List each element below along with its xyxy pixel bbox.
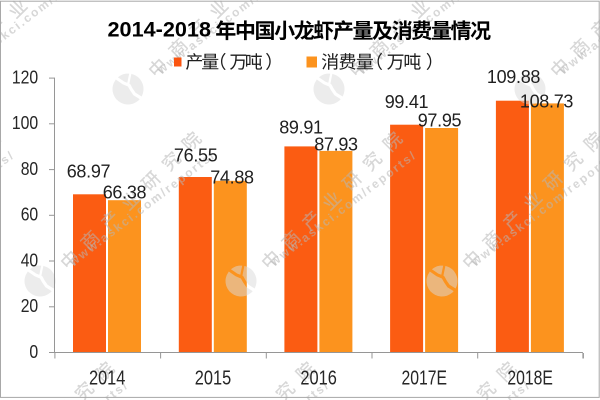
- svg-text:60: 60: [21, 205, 39, 225]
- svg-text:87.93: 87.93: [314, 135, 358, 155]
- svg-text:2014-2018: 2014-2018: [108, 19, 212, 42]
- svg-text:74.88: 74.88: [210, 168, 254, 188]
- svg-text:40: 40: [21, 250, 39, 270]
- svg-text:2015: 2015: [195, 368, 231, 390]
- svg-text:2018E: 2018E: [507, 368, 553, 390]
- svg-text:97.95: 97.95: [418, 111, 462, 131]
- svg-text:66.38: 66.38: [103, 182, 147, 202]
- svg-text:2014: 2014: [89, 368, 125, 390]
- svg-text:109.88: 109.88: [487, 67, 541, 87]
- svg-text:120: 120: [12, 68, 38, 88]
- svg-text:80: 80: [21, 159, 39, 179]
- svg-text:20: 20: [21, 296, 39, 316]
- svg-text:89.91: 89.91: [279, 118, 323, 138]
- svg-text:76.55: 76.55: [174, 146, 218, 166]
- svg-text:2016: 2016: [300, 368, 336, 390]
- svg-text:0: 0: [29, 342, 38, 362]
- svg-text:100: 100: [12, 113, 38, 133]
- svg-text:2017E: 2017E: [402, 368, 448, 390]
- svg-text:99.41: 99.41: [385, 92, 429, 112]
- svg-text:68.97: 68.97: [67, 161, 111, 181]
- svg-text:108.73: 108.73: [520, 92, 574, 112]
